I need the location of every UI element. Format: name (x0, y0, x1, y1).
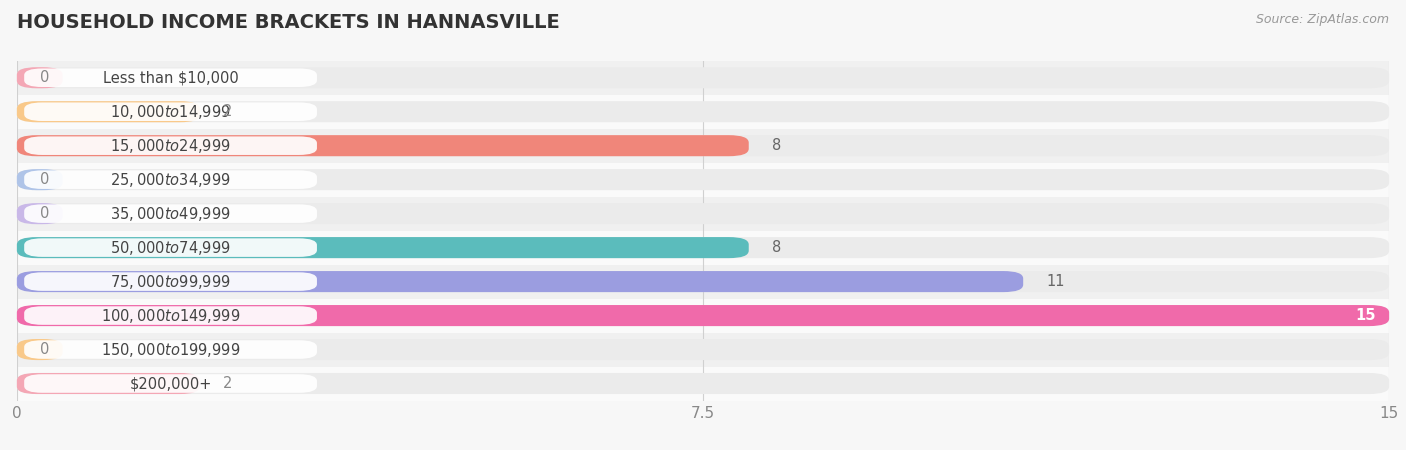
FancyBboxPatch shape (17, 203, 63, 224)
Text: 0: 0 (39, 206, 49, 221)
FancyBboxPatch shape (17, 305, 1389, 326)
Bar (17, 265, 1389, 299)
Text: 8: 8 (772, 138, 780, 153)
FancyBboxPatch shape (24, 306, 316, 325)
Text: 0: 0 (39, 342, 49, 357)
Text: HOUSEHOLD INCOME BRACKETS IN HANNASVILLE: HOUSEHOLD INCOME BRACKETS IN HANNASVILLE (17, 14, 560, 32)
Text: $50,000 to $74,999: $50,000 to $74,999 (110, 238, 231, 256)
Bar (17, 94, 1389, 129)
FancyBboxPatch shape (24, 204, 316, 223)
FancyBboxPatch shape (17, 67, 63, 88)
FancyBboxPatch shape (17, 101, 1389, 122)
FancyBboxPatch shape (24, 238, 316, 257)
FancyBboxPatch shape (17, 203, 1389, 224)
FancyBboxPatch shape (24, 68, 316, 87)
Text: $75,000 to $99,999: $75,000 to $99,999 (110, 273, 231, 291)
FancyBboxPatch shape (17, 373, 1389, 394)
Text: 8: 8 (772, 240, 780, 255)
Text: $25,000 to $34,999: $25,000 to $34,999 (110, 171, 231, 189)
Text: 0: 0 (39, 172, 49, 187)
Bar (17, 197, 1389, 230)
Bar (17, 162, 1389, 197)
Text: $150,000 to $199,999: $150,000 to $199,999 (101, 341, 240, 359)
Bar (17, 230, 1389, 265)
Text: $10,000 to $14,999: $10,000 to $14,999 (110, 103, 231, 121)
Text: 0: 0 (39, 70, 49, 85)
FancyBboxPatch shape (17, 169, 63, 190)
FancyBboxPatch shape (17, 237, 749, 258)
FancyBboxPatch shape (17, 135, 749, 156)
FancyBboxPatch shape (17, 305, 1389, 326)
Text: $100,000 to $149,999: $100,000 to $149,999 (101, 306, 240, 324)
FancyBboxPatch shape (24, 272, 316, 291)
Bar (17, 129, 1389, 162)
FancyBboxPatch shape (17, 169, 1389, 190)
Bar (17, 366, 1389, 400)
Text: Less than $10,000: Less than $10,000 (103, 70, 239, 85)
Text: 2: 2 (222, 104, 232, 119)
FancyBboxPatch shape (17, 135, 1389, 156)
Bar (17, 299, 1389, 333)
FancyBboxPatch shape (24, 103, 316, 121)
Text: 11: 11 (1046, 274, 1064, 289)
FancyBboxPatch shape (17, 339, 63, 360)
FancyBboxPatch shape (24, 374, 316, 393)
Text: 15: 15 (1355, 308, 1375, 323)
Text: $15,000 to $24,999: $15,000 to $24,999 (110, 137, 231, 155)
Text: $35,000 to $49,999: $35,000 to $49,999 (110, 205, 231, 223)
Bar (17, 333, 1389, 366)
FancyBboxPatch shape (24, 136, 316, 155)
FancyBboxPatch shape (17, 67, 1389, 88)
FancyBboxPatch shape (17, 237, 1389, 258)
FancyBboxPatch shape (17, 101, 200, 122)
FancyBboxPatch shape (17, 339, 1389, 360)
FancyBboxPatch shape (24, 340, 316, 359)
FancyBboxPatch shape (17, 271, 1389, 292)
Text: Source: ZipAtlas.com: Source: ZipAtlas.com (1256, 14, 1389, 27)
FancyBboxPatch shape (17, 271, 1024, 292)
Bar (17, 61, 1389, 94)
Text: 2: 2 (222, 376, 232, 391)
FancyBboxPatch shape (24, 171, 316, 189)
FancyBboxPatch shape (17, 373, 200, 394)
Text: $200,000+: $200,000+ (129, 376, 212, 391)
